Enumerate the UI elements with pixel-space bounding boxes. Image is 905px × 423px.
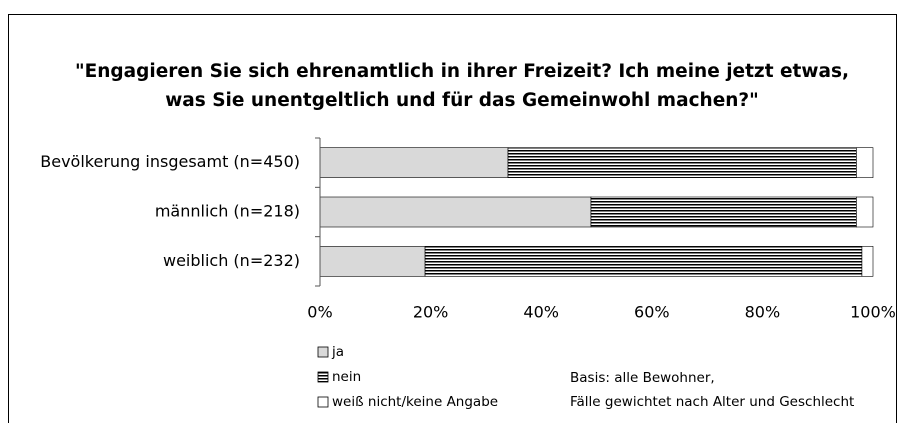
legend-label: weiß nicht/keine Angabe	[332, 394, 498, 410]
x-tick-label: 100%	[850, 303, 896, 322]
x-tick-label: 80%	[745, 303, 781, 322]
legend-swatch	[317, 346, 329, 358]
bar-segment	[319, 147, 509, 178]
y-tick-label: Bevölkerung insgesamt (n=450)	[40, 152, 300, 171]
x-tick-label: 60%	[634, 303, 670, 322]
legend-swatch	[317, 396, 329, 408]
annotation: Basis: alle Bewohner,	[570, 370, 715, 386]
bar-segment	[856, 147, 874, 178]
bar-segment	[861, 246, 874, 277]
bar-segment	[507, 147, 857, 178]
y-tick-label: weiblich (n=232)	[163, 251, 300, 270]
frame	[8, 14, 897, 423]
bar-segment	[856, 196, 874, 228]
bar-segment	[319, 246, 426, 277]
x-tick-label: 0%	[307, 303, 332, 322]
annotation: Fälle gewichtet nach Alter und Geschlech…	[570, 394, 854, 410]
chart-title: was Sie unentgeltlich und für das Gemein…	[165, 90, 759, 111]
bar-segment	[590, 196, 857, 228]
bar-segment	[319, 196, 592, 228]
legend-label: nein	[332, 369, 361, 385]
x-tick-label: 40%	[523, 303, 559, 322]
legend-label: ja	[331, 344, 344, 360]
bar-segment	[424, 246, 863, 277]
chart-title: "Engagieren Sie sich ehrenamtlich in ihr…	[75, 61, 849, 82]
legend-swatch	[317, 371, 329, 383]
x-tick-label: 20%	[413, 303, 449, 322]
y-tick-label: männlich (n=218)	[155, 202, 300, 221]
